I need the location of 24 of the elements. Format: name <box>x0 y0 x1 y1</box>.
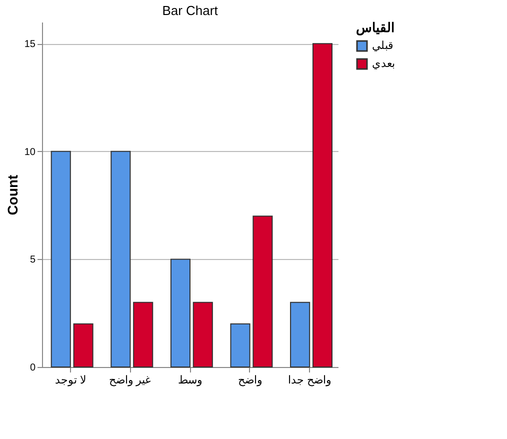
y-tick-label: 15 <box>24 39 36 50</box>
y-axis-title: Count <box>4 174 20 216</box>
x-tick-label: واضح جدا <box>288 374 332 386</box>
bar <box>192 302 213 368</box>
legend-label: بعدي <box>372 58 395 70</box>
bar <box>252 216 273 368</box>
bar <box>170 258 190 368</box>
bar <box>312 43 333 368</box>
bar <box>133 302 154 368</box>
y-tick-label: 0 <box>30 362 36 374</box>
bar <box>50 150 71 368</box>
bar <box>230 323 250 368</box>
legend-label: قبلي <box>372 40 393 52</box>
legend-title: القياس <box>356 20 395 36</box>
bar <box>110 150 131 368</box>
y-tick-label: 5 <box>30 254 36 266</box>
chart-title: Bar Chart <box>162 3 218 18</box>
x-tick-label: وسط <box>178 374 202 386</box>
bar <box>290 302 310 368</box>
x-tick-label: واضح <box>238 374 262 386</box>
x-tick-label: لا توجد <box>54 374 86 386</box>
y-tick-label: 10 <box>24 146 36 158</box>
bar <box>73 323 94 368</box>
x-tick-label: غير واضح <box>109 374 152 386</box>
